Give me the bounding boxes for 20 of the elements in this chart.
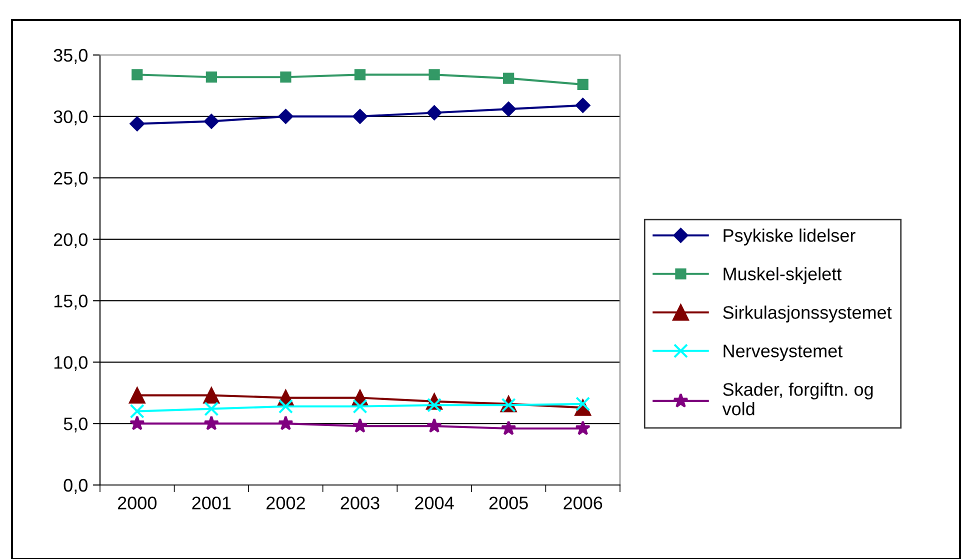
x-tick-label: 2006 [564, 496, 602, 510]
legend-label: Muskel-skjelett [724, 267, 842, 284]
y-tick-label: 25,0 [54, 172, 88, 187]
y-tick-label: 35,0 [54, 48, 88, 64]
x-tick-label: 2000 [118, 496, 157, 510]
x-tick-label: 2001 [192, 496, 231, 510]
x-tick-label: 2002 [266, 496, 305, 510]
y-tick-label: 30,0 [54, 110, 88, 126]
y-tick-label: 15,0 [54, 294, 88, 310]
legend-label: Skader, forgiftn. og vold [722, 382, 873, 416]
y-tick-label: 10,0 [54, 356, 88, 371]
y-tick-label: 20,0 [54, 233, 88, 248]
legend-label: Nervesystemet [724, 344, 843, 361]
legend-label: Psykiske lidelser [724, 228, 856, 246]
x-tick-label: 2004 [415, 496, 454, 510]
x-tick-label: 2005 [489, 496, 528, 510]
y-tick-label: 5,0 [64, 418, 88, 432]
legend-label: Sirkulasjonssystemet [723, 306, 892, 322]
x-tick-label: 2003 [340, 496, 380, 510]
y-tick-label: 0,0 [64, 478, 88, 494]
